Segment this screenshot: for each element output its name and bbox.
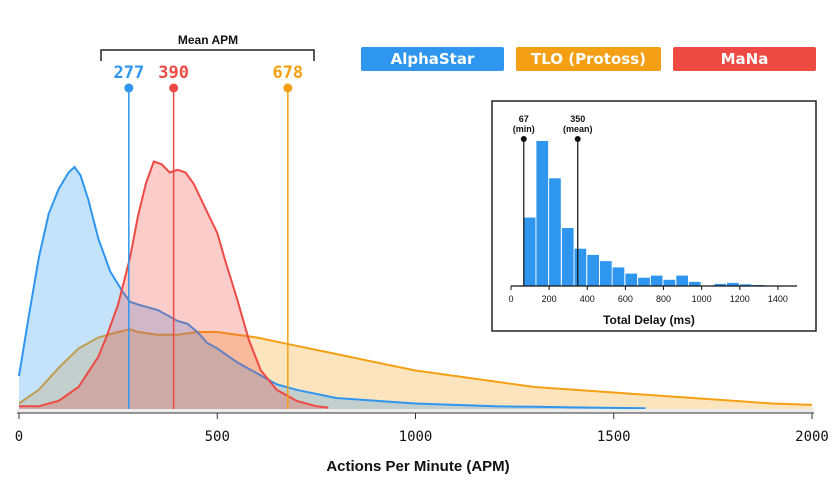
histogram-bar <box>612 267 625 286</box>
mean-markers: 277 390 678 <box>113 63 303 409</box>
mean-apm-bracket: Mean APM <box>100 33 315 61</box>
histogram-bar <box>676 275 688 286</box>
histogram-bar <box>727 282 739 286</box>
histogram-x-title: Total Delay (ms) <box>603 313 695 327</box>
legend-mana: MaNa <box>673 47 816 71</box>
x-tick-label: 500 <box>205 429 230 445</box>
histogram-tick-label: 200 <box>542 294 557 304</box>
histogram-tick-label: 1000 <box>692 294 712 304</box>
histogram-bar <box>688 281 701 286</box>
mean-dot-alphastar <box>124 83 134 93</box>
histogram-tick-label: 1400 <box>768 294 788 304</box>
x-tick-label: 0 <box>15 429 23 445</box>
mean-apm-label: Mean APM <box>178 33 238 47</box>
histogram-marker-value: 67 <box>519 114 529 124</box>
histogram-bar <box>587 254 599 286</box>
mean-dot-mana <box>169 83 179 93</box>
histogram-tick-label: 600 <box>618 294 633 304</box>
histogram-bar <box>714 283 727 286</box>
histogram-bar <box>574 248 587 286</box>
histogram-bar <box>536 141 549 286</box>
histogram-marker-sublabel: (min) <box>513 124 535 134</box>
x-axis-band <box>17 409 814 413</box>
histogram-marker-value: 350 <box>570 114 585 124</box>
histogram-tick-label: 800 <box>656 294 671 304</box>
line-mana <box>19 160 329 409</box>
histogram-bar <box>600 261 612 286</box>
histogram-bar <box>663 279 676 286</box>
line-alphastar <box>18 165 646 410</box>
x-tick-label: 1000 <box>399 429 433 445</box>
mean-value-mana: 390 <box>158 63 189 83</box>
histogram-tick-label: 0 <box>508 294 513 304</box>
histogram-bars <box>523 141 765 286</box>
histogram-bar <box>561 228 574 286</box>
legend-tlo: TLO (Protoss) <box>516 47 661 71</box>
histogram-markers: 67(min) 350(mean) <box>513 114 593 286</box>
x-tick-label: 2000 <box>795 429 829 445</box>
histogram-x-axis: 0 200 400 600 800 1000 1200 1400 <box>508 285 797 304</box>
legend-alphastar: AlphaStar <box>361 47 504 71</box>
histogram-marker-dot <box>520 136 527 142</box>
mean-value-tlo: 678 <box>272 63 303 83</box>
x-tick-label: 1500 <box>597 429 631 445</box>
histogram-tick-label: 400 <box>580 294 595 304</box>
histogram-bar <box>638 277 650 286</box>
x-axis-title: Actions Per Minute (APM) <box>326 458 509 475</box>
histogram-marker-dot <box>574 136 581 142</box>
histogram-marker-sublabel: (mean) <box>563 124 593 134</box>
histogram-bar <box>625 273 638 286</box>
area-alphastar <box>19 167 646 409</box>
histogram-bar <box>549 178 561 286</box>
x-axis: 0 500 1000 1500 2000 <box>15 409 829 445</box>
histogram-bar <box>523 217 536 286</box>
mean-dot-tlo <box>283 83 293 93</box>
delay-histogram-inset: 67(min) 350(mean) 0 200 400 600 800 1000 1200 14… <box>491 100 817 332</box>
histogram-bar <box>650 275 663 286</box>
histogram-tick-label: 1200 <box>730 294 750 304</box>
histogram-bar <box>739 284 752 286</box>
mean-value-alphastar: 277 <box>113 63 144 83</box>
